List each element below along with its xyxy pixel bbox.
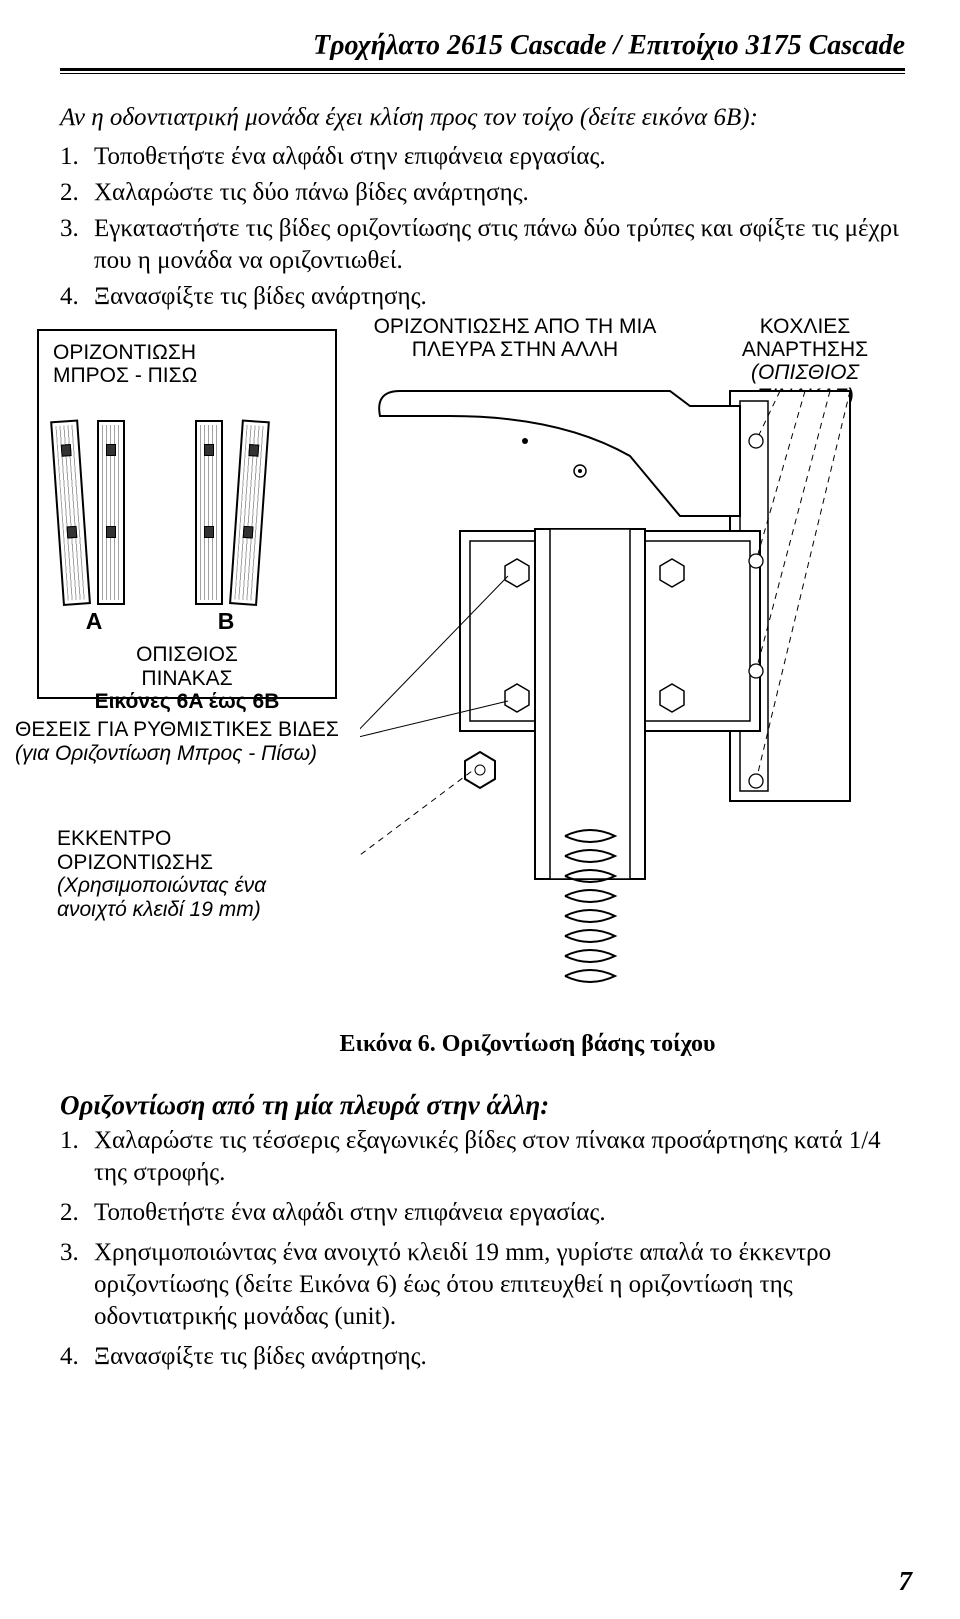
label-screw-positions: ΘΕΣΕΙΣ ΓΙΑ ΡΥΘΜΙΣΤΙΚΕΣ ΒΙΔΕΣ (για Οριζον… [15, 718, 375, 765]
inset-title: ΟΡΙΖΟΝΤΙΩΣΗ ΜΠΡΟΣ - ΠΙΣΩ [53, 341, 321, 387]
page-header: Τροχήλατο 2615 Cascade / Επιτοίχιο 3175 … [60, 30, 905, 68]
section-2-title: Οριζοντίωση από τη μία πλευρά στην άλλη: [60, 1090, 905, 1121]
step-item: 3.Εγκαταστήστε τις βίδες οριζοντίωσης στ… [60, 213, 905, 277]
inset-bars: A B [53, 395, 321, 605]
wall-mount-illustration [360, 361, 900, 991]
bar-icon [97, 420, 125, 605]
mechanical-drawing [360, 361, 900, 991]
below-inset-labels: ΘΕΣΕΙΣ ΓΙΑ ΡΥΘΜΙΣΤΙΚΕΣ ΒΙΔΕΣ (για Οριζον… [15, 718, 375, 921]
label-side-to-side: ΟΡΙΖΟΝΤΙΩΣΗΣ ΑΠΟ ΤΗ ΜΙΑ ΠΛΕΥΡΑ ΣΤΗΝ ΑΛΛΗ [370, 315, 660, 361]
steps-list-a: 1.Τοποθετήστε ένα αλφάδι στην επιφάνεια … [60, 141, 905, 313]
figure-caption: Εικόνα 6. Οριζοντίωση βάσης τοίχου [60, 1031, 905, 1058]
step-item: 1.Χαλαρώστε τις τέσσερις εξαγωνικές βίδε… [60, 1125, 905, 1189]
step-item: 4.Ξανασφίξτε τις βίδες ανάρτησης. [60, 1341, 905, 1373]
bar-icon [195, 420, 223, 605]
bar-icon [50, 420, 91, 607]
label-leveling-cam: ΕΚΚΕΝΤΡΟ ΟΡΙΖΟΝΤΙΩΣΗΣ (Χρησιμοποιώντας έ… [15, 827, 375, 921]
step-item: 3.Χρησιμοποιώντας ένα ανοιχτό κλειδί 19 … [60, 1237, 905, 1333]
figure-6: ΟΡΙΖΟΝΤΙΩΣΗΣ ΑΠΟ ΤΗ ΜΙΑ ΠΛΕΥΡΑ ΣΤΗΝ ΑΛΛΗ… [60, 323, 905, 1013]
page-number: 7 [899, 1566, 913, 1597]
pair-a: A [63, 420, 125, 605]
bar-icon [229, 420, 270, 607]
step-item: 2.Τοποθετήστε ένα αλφάδι στην επιφάνεια … [60, 1197, 905, 1229]
step-item: 4.Ξανασφίξτε τις βίδες ανάρτησης. [60, 281, 905, 313]
header-rule [60, 68, 905, 74]
inset-subtitle: ΟΠΙΣΘΙΟΣ ΠΙΝΑΚΑΣ Εικόνες 6A έως 6B [53, 643, 321, 712]
step-item: 1.Τοποθετήστε ένα αλφάδι στην επιφάνεια … [60, 141, 905, 173]
pair-b: B [195, 420, 257, 605]
steps-list-b: 1.Χαλαρώστε τις τέσσερις εξαγωνικές βίδε… [60, 1125, 905, 1373]
intro-text: Αν η οδοντιατρική μονάδα έχει κλίση προς… [60, 102, 905, 133]
step-item: 2.Χαλαρώστε τις δύο πάνω βίδες ανάρτησης… [60, 177, 905, 209]
inset-box: ΟΡΙΖΟΝΤΙΩΣΗ ΜΠΡΟΣ - ΠΙΣΩ A B ΟΠΙΣΘΙΟΣ ΠΙ… [37, 329, 337, 699]
